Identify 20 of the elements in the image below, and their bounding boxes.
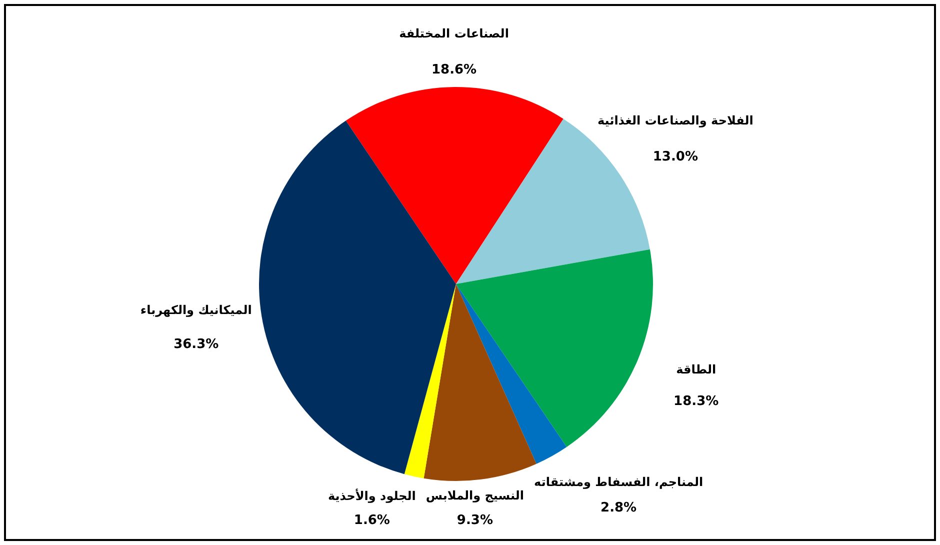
slice-label: الصناعات المختلفة — [399, 26, 509, 41]
data-label: 9.3% — [456, 512, 493, 528]
slice-label: الميكانيك والكهرباء — [140, 303, 252, 318]
data-label: 1.6% — [354, 513, 390, 528]
slice-label: الجلود والأحذية — [328, 488, 416, 503]
pie-slice — [456, 249, 653, 447]
data-label: 18.3% — [674, 394, 719, 409]
slice-label: النسيج والملابس — [426, 488, 524, 503]
slice-label: الفلاحة والصناعات الغذائية — [598, 113, 754, 128]
pie-slice — [404, 284, 456, 478]
data-label: 13.0% — [652, 149, 698, 164]
slice-label: المناجم، الفسفاط ومشتقاته — [534, 475, 704, 490]
slice-label: الطاقة — [676, 362, 716, 376]
data-label: 2.8% — [600, 500, 637, 516]
data-label: 18.6% — [431, 62, 477, 78]
pie-slice — [346, 87, 564, 284]
pie-slice — [456, 284, 567, 464]
pie-slice — [259, 120, 456, 474]
data-label: 36.3% — [174, 337, 219, 352]
pie-slice — [424, 284, 536, 481]
